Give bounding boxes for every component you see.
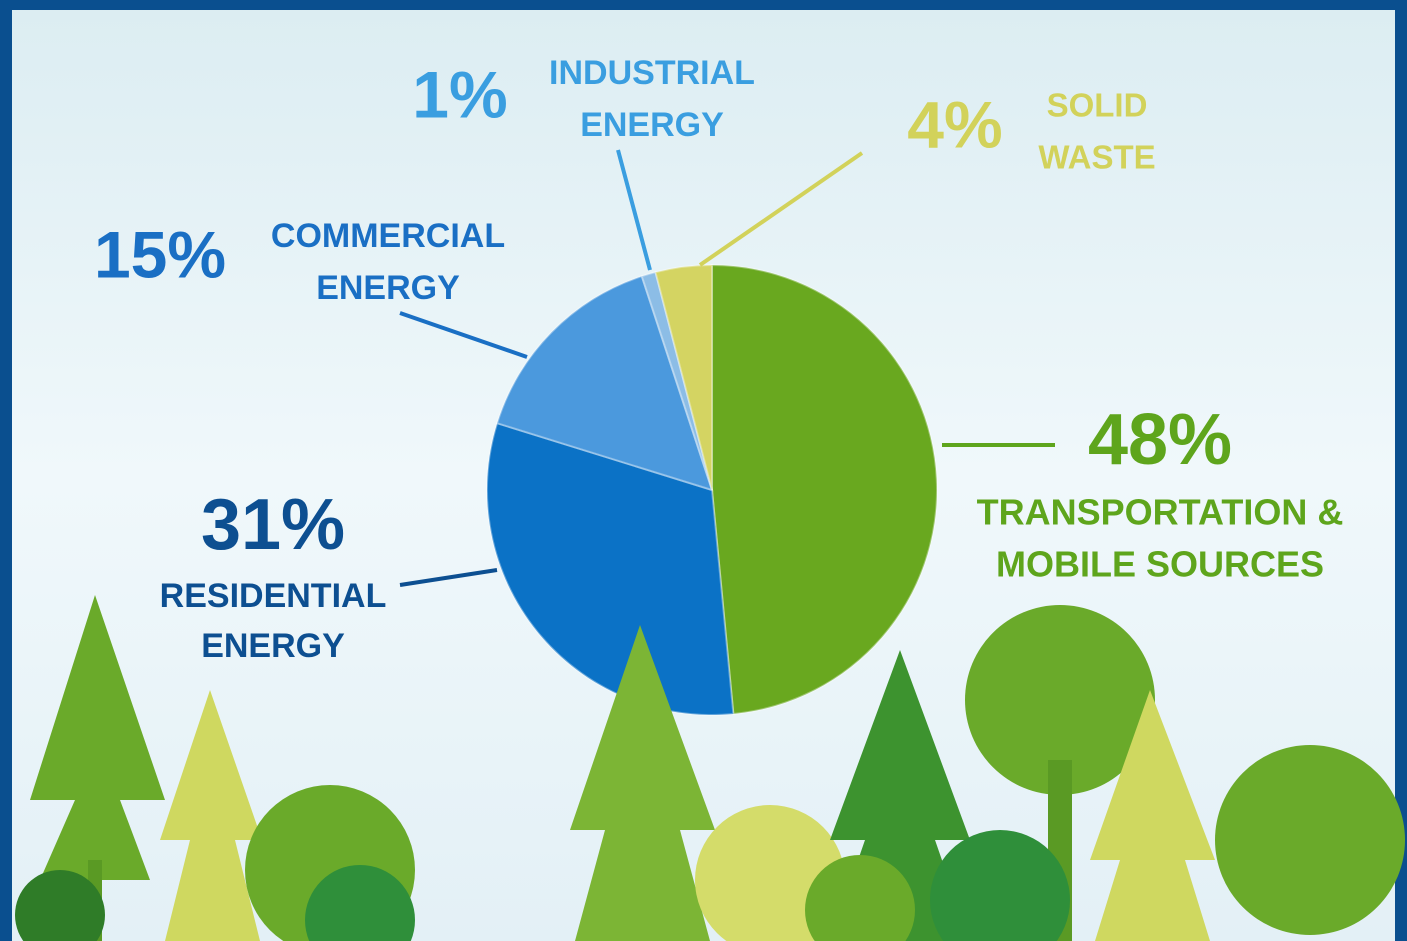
trees <box>15 595 1405 941</box>
pie-slice <box>654 263 713 491</box>
tree <box>305 865 415 941</box>
tree <box>570 625 715 941</box>
pie-slice <box>640 270 713 491</box>
category-label: SOLID <box>1047 87 1148 124</box>
leader-line <box>698 151 864 267</box>
category-label: INDUSTRIAL <box>549 54 755 92</box>
tree <box>1090 690 1215 941</box>
pie <box>486 263 938 716</box>
tree <box>930 830 1070 941</box>
category-label: COMMERCIAL <box>271 217 505 255</box>
pie-slice <box>495 274 714 492</box>
tree <box>805 855 915 941</box>
value-label: 15% <box>94 217 226 291</box>
tree <box>1215 745 1405 935</box>
category-label: WASTE <box>1038 139 1155 176</box>
tree <box>965 605 1155 795</box>
category-label: TRANSPORTATION & <box>977 492 1344 533</box>
tree <box>15 870 105 941</box>
leader-line <box>399 568 498 587</box>
category-label: RESIDENTIAL <box>160 577 387 615</box>
value-label: 4% <box>907 87 1002 161</box>
category-label: MOBILE SOURCES <box>996 544 1324 585</box>
pie-slice <box>486 421 735 716</box>
labels: 48% TRANSPORTATION & MOBILE SOURCES 31% RESI… <box>94 54 1343 665</box>
tree <box>30 595 165 880</box>
value-label: 1% <box>412 57 507 131</box>
category-label: ENERGY <box>580 106 724 144</box>
leader-line <box>616 149 652 271</box>
tree <box>160 690 262 941</box>
category-label: ENERGY <box>316 269 460 307</box>
value-label: 31% <box>201 485 345 565</box>
pie-slice <box>711 263 938 716</box>
category-label: ENERGY <box>201 627 345 665</box>
leader-line <box>399 311 528 359</box>
value-label: 48% <box>1088 400 1232 480</box>
